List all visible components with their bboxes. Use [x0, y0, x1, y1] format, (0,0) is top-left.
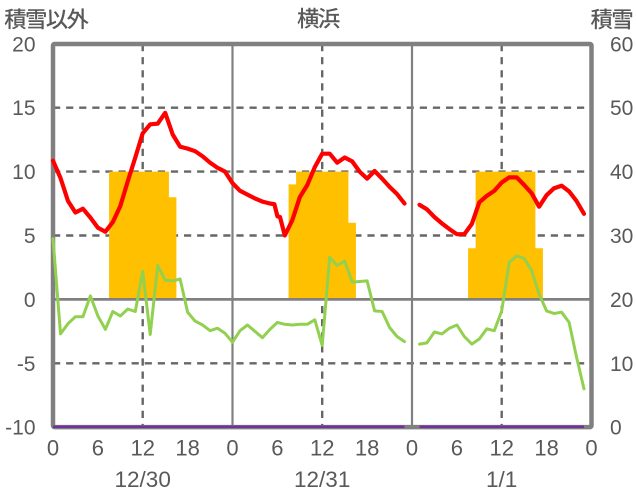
svg-text:12/30: 12/30	[115, 467, 171, 492]
svg-text:12: 12	[489, 436, 513, 461]
svg-text:0: 0	[47, 436, 59, 461]
svg-text:60: 60	[610, 33, 633, 56]
svg-text:50: 50	[610, 97, 633, 120]
svg-text:10: 10	[12, 161, 35, 184]
svg-text:20: 20	[610, 289, 633, 312]
svg-text:12/31: 12/31	[294, 467, 350, 492]
svg-text:0: 0	[406, 436, 418, 461]
svg-text:0: 0	[226, 436, 238, 461]
svg-text:5: 5	[24, 225, 36, 248]
svg-text:10: 10	[610, 353, 633, 376]
svg-text:40: 40	[610, 161, 633, 184]
svg-text:0: 0	[585, 436, 597, 461]
svg-text:30: 30	[610, 225, 633, 248]
svg-text:0: 0	[610, 417, 622, 440]
svg-text:6: 6	[451, 436, 463, 461]
svg-text:20: 20	[12, 33, 35, 56]
svg-text:6: 6	[271, 436, 283, 461]
svg-text:-10: -10	[5, 417, 35, 440]
svg-text:0: 0	[24, 289, 36, 312]
svg-text:15: 15	[12, 97, 35, 120]
svg-text:18: 18	[175, 436, 199, 461]
svg-text:12: 12	[130, 436, 154, 461]
svg-text:6: 6	[92, 436, 104, 461]
svg-text:-5: -5	[17, 353, 36, 376]
svg-text:18: 18	[355, 436, 379, 461]
svg-text:12: 12	[310, 436, 334, 461]
svg-text:1/1: 1/1	[486, 467, 517, 492]
svg-text:18: 18	[534, 436, 558, 461]
